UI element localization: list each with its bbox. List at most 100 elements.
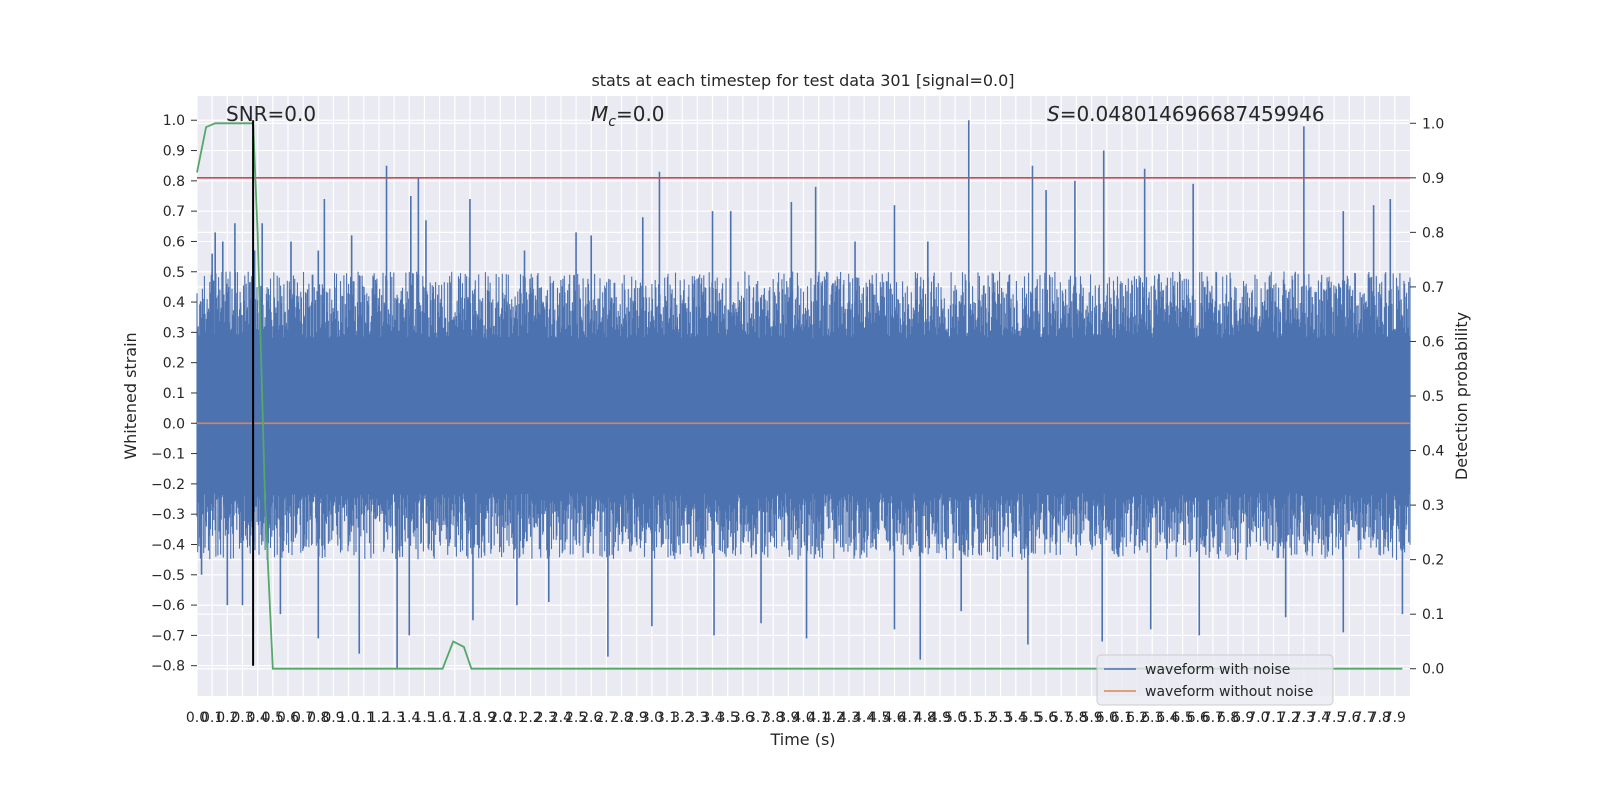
x-tick-label: 0.2 — [216, 710, 238, 726]
x-tick-label: 6.2 — [1126, 710, 1148, 726]
x-tick-label: 5.4 — [1005, 710, 1027, 726]
x-tick-label: 6.4 — [1156, 710, 1178, 726]
legend-box — [1096, 654, 1334, 706]
x-tick-label: 1.6 — [428, 710, 450, 726]
x-tick-label: 1.3 — [383, 710, 405, 726]
chirp-mass-annotation: Mc=0.0 — [591, 102, 665, 130]
x-tick-label: 4.0 — [792, 710, 814, 726]
x-tick-label: 5.7 — [1050, 710, 1072, 726]
y-tick-label: −0.8 — [151, 659, 185, 675]
x-tick-label: 1.0 — [337, 710, 359, 726]
y-tick-label: 0.5 — [163, 265, 185, 281]
waveform-with-noise-series — [196, 120, 1411, 669]
chirp-mass-symbol: M — [591, 102, 608, 126]
x-tick-label: 2.7 — [595, 710, 617, 726]
x-tick-label: 5.5 — [1020, 710, 1042, 726]
x-tick-label: 6.1 — [1111, 710, 1133, 726]
x-tick-label: 2.1 — [504, 710, 526, 726]
waveform-with-noise-line — [196, 271, 1411, 560]
y-tick-label: 1.0 — [163, 113, 185, 129]
x-tick-label: 0.8 — [307, 710, 329, 726]
y-axis-ticks: −0.8 −0.7 −0.6 −0.5 −0.4 −0.3 −0.2 −0.1 0.0 0.1 0.… — [151, 113, 197, 675]
detection-probability-line — [196, 122, 1403, 670]
x-tick-label: 7.9 — [1384, 710, 1406, 726]
y-tick-label: −0.2 — [151, 477, 185, 493]
x-tick-label: 2.3 — [535, 710, 557, 726]
x-tick-label: 6.7 — [1202, 710, 1224, 726]
overlay-lines — [196, 120, 1410, 670]
x-tick-label: 6.6 — [1187, 710, 1209, 726]
x-tick-label: 3.1 — [656, 710, 678, 726]
x-tick-label: 0.6 — [277, 710, 299, 726]
x-tick-label: 2.0 — [489, 710, 511, 726]
x-tick-label: 7.8 — [1369, 710, 1391, 726]
x-tick-label: 1.9 — [474, 710, 496, 726]
chirp-mass-value: =0.0 — [616, 102, 665, 126]
x-tick-label: 7.2 — [1278, 710, 1300, 726]
y-tick-label: 0.8 — [163, 174, 185, 190]
x-tick-label: 7.5 — [1323, 710, 1345, 726]
legend: waveform with noise waveform without noi… — [1096, 654, 1334, 706]
x-tick-label: 7.1 — [1262, 710, 1284, 726]
x-tick-label: 6.3 — [1141, 710, 1163, 726]
x-tick-label: 5.6 — [1035, 710, 1057, 726]
y2-tick-label: 0.3 — [1422, 498, 1444, 514]
x-tick-label: 1.8 — [459, 710, 481, 726]
y2-tick-label: 0.2 — [1422, 553, 1444, 569]
x-tick-label: 0.4 — [247, 710, 269, 726]
x-tick-label: 5.3 — [989, 710, 1011, 726]
x-tick-label: 3.6 — [732, 710, 754, 726]
x-tick-label: 2.4 — [550, 710, 572, 726]
x-tick-label: 5.9 — [1080, 710, 1102, 726]
y2-tick-label: 0.0 — [1422, 662, 1444, 678]
x-tick-label: 2.9 — [626, 710, 648, 726]
score-annotation: S=0.048014696687459946 — [1047, 102, 1325, 126]
legend-label-waveform-with-noise: waveform with noise — [1145, 662, 1290, 678]
x-tick-label: 7.3 — [1293, 710, 1315, 726]
x-tick-label: 5.2 — [974, 710, 996, 726]
x-tick-label: 4.1 — [808, 710, 830, 726]
y-tick-label: −0.5 — [151, 568, 185, 584]
x-tick-label: 7.7 — [1353, 710, 1375, 726]
x-tick-label: 0.5 — [262, 710, 284, 726]
snr-annotation: SNR=0.0 — [226, 102, 316, 126]
y-tick-label: −0.4 — [151, 537, 185, 553]
x-tick-label: 7.4 — [1308, 710, 1330, 726]
x-tick-label: 0.0 — [186, 710, 208, 726]
x-tick-label: 6.0 — [1096, 710, 1118, 726]
x-tick-label: 2.2 — [519, 710, 541, 726]
x-tick-label: 1.7 — [444, 710, 466, 726]
x-tick-label: 4.5 — [868, 710, 890, 726]
y-tick-label: 0.0 — [163, 416, 185, 432]
x-tick-label: 7.6 — [1338, 710, 1360, 726]
x-tick-label: 2.8 — [610, 710, 632, 726]
x-tick-label: 4.8 — [914, 710, 936, 726]
y-tick-label: 0.3 — [163, 325, 185, 341]
x-tick-label: 4.3 — [838, 710, 860, 726]
x-axis-ticks: 0.00.10.20.30.40.50.60.70.80.91.01.11.21… — [186, 710, 1406, 726]
x-tick-label: 4.4 — [853, 710, 875, 726]
y-tick-label: −0.7 — [151, 628, 185, 644]
y-tick-label: 0.2 — [163, 356, 185, 372]
x-tick-label: 5.0 — [944, 710, 966, 726]
x-tick-label: 2.5 — [565, 710, 587, 726]
x-tick-label: 4.9 — [929, 710, 951, 726]
x-tick-label: 0.7 — [292, 710, 314, 726]
x-tick-label: 3.7 — [747, 710, 769, 726]
x-tick-label: 0.9 — [322, 710, 344, 726]
y-tick-label: −0.6 — [151, 598, 185, 614]
x-tick-label: 1.1 — [353, 710, 375, 726]
y2-tick-label: 0.4 — [1422, 444, 1444, 460]
score-value: =0.048014696687459946 — [1060, 102, 1325, 126]
x-tick-label: 0.3 — [231, 710, 253, 726]
x-tick-label: 3.3 — [686, 710, 708, 726]
y-tick-label: 0.6 — [163, 234, 185, 250]
y2-tick-label: 0.1 — [1422, 607, 1444, 623]
x-tick-label: 2.6 — [580, 710, 602, 726]
chirp-mass-subscript: c — [608, 114, 616, 130]
y2-tick-label: 0.9 — [1422, 171, 1444, 187]
x-tick-label: 1.5 — [413, 710, 435, 726]
x-axis-label: Time (s) — [769, 730, 835, 749]
score-symbol: S — [1047, 102, 1060, 126]
